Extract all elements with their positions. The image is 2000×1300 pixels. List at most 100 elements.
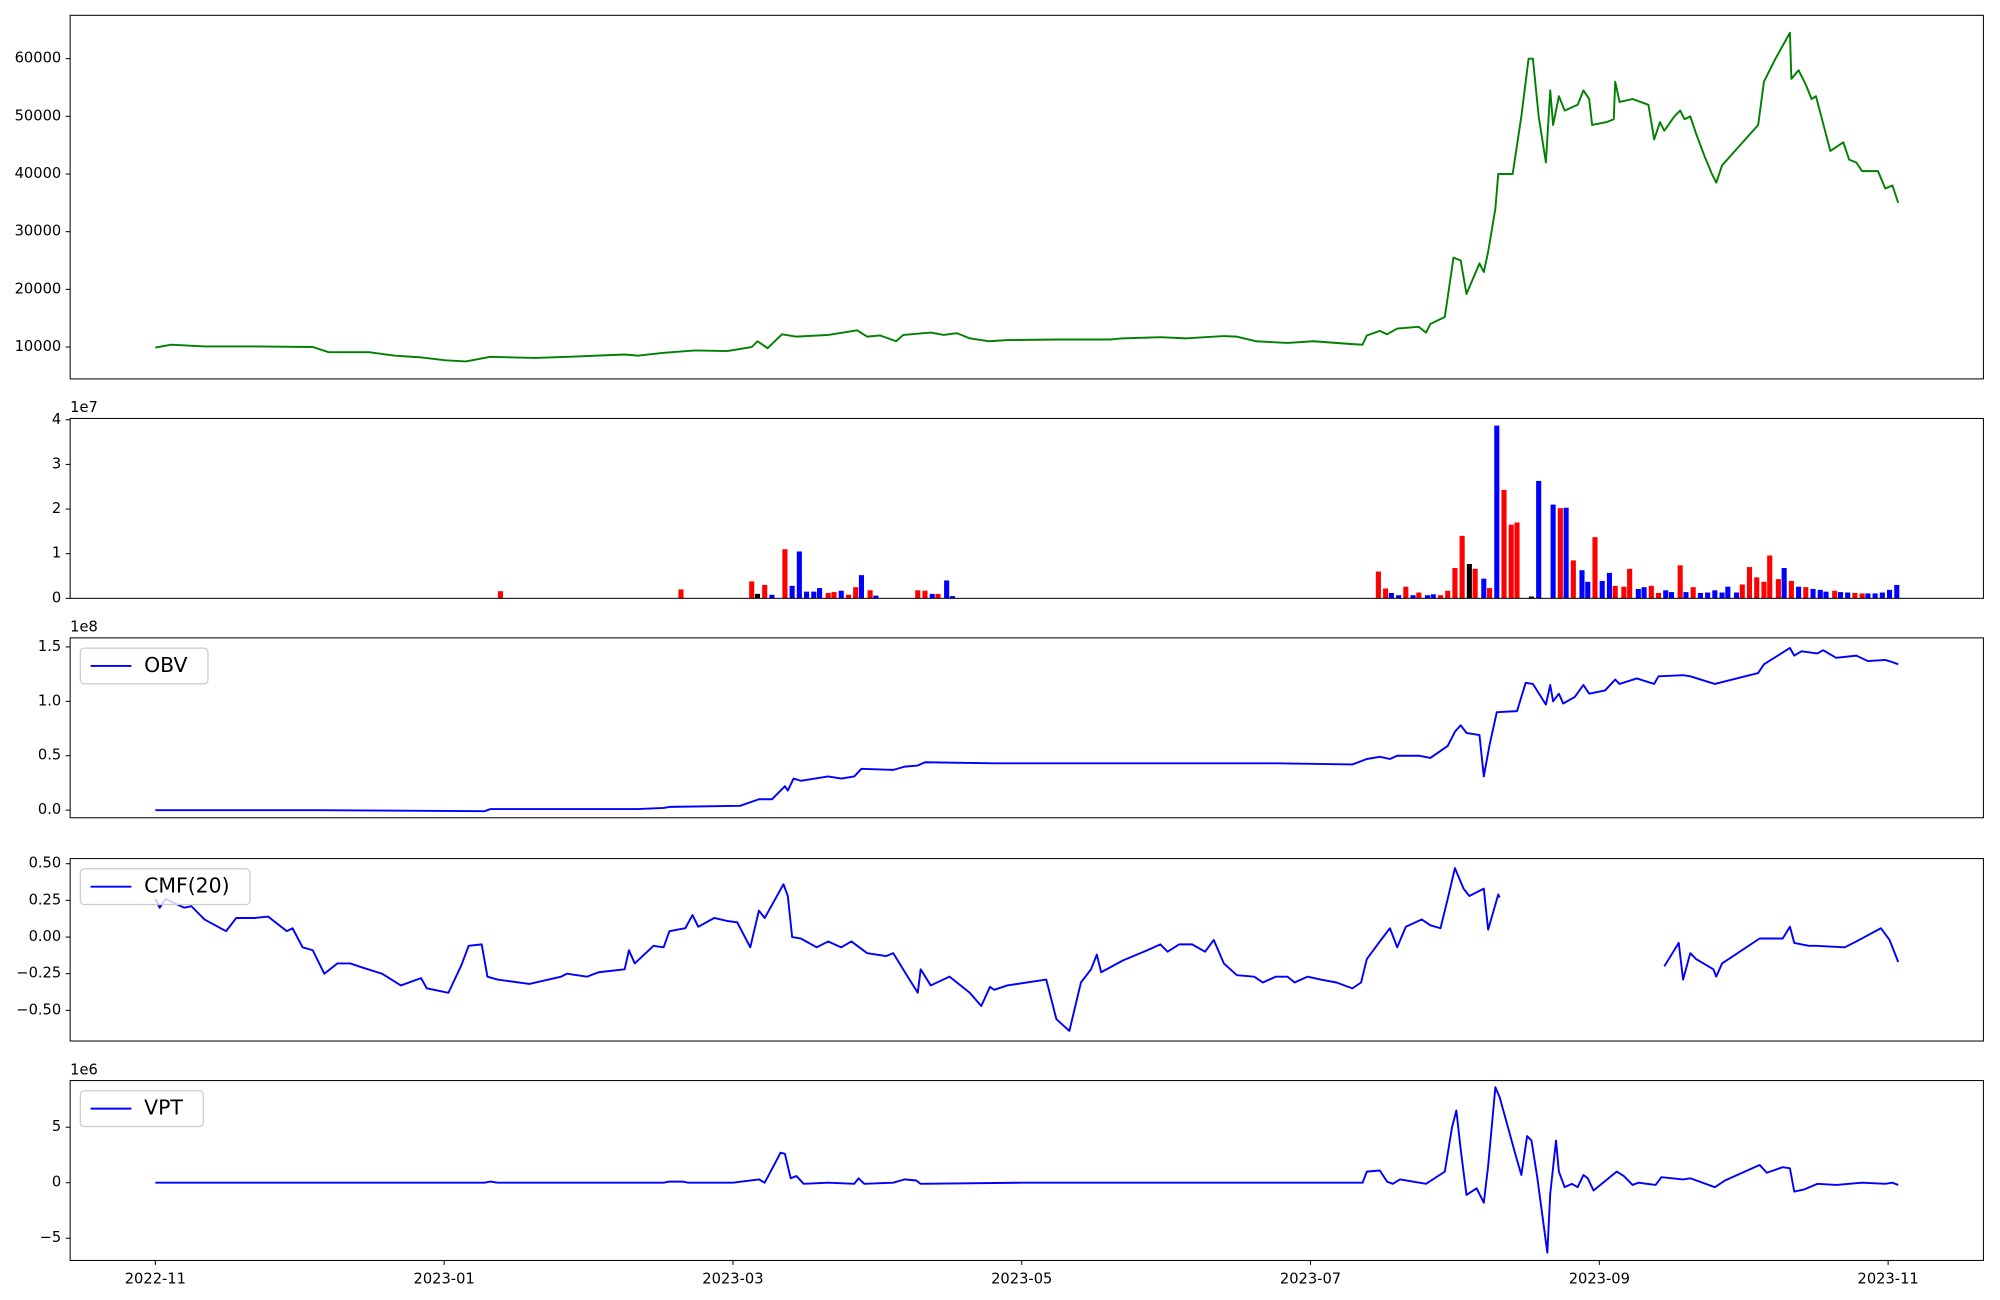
series-line (155, 647, 1899, 813)
axis-offset-label: 1e7 (70, 399, 98, 416)
axes-frame (69, 637, 1984, 819)
volume-bar (1668, 592, 1675, 599)
volume-bar (1865, 593, 1871, 599)
volume-bar (1832, 590, 1838, 599)
y-tick-label: 60000 (15, 50, 62, 67)
y-tick-label: 20000 (15, 280, 62, 297)
volume-bar (935, 593, 941, 599)
y-tick-label: 0 (52, 589, 61, 606)
volume-bar (1424, 595, 1431, 599)
volume-bar (1459, 535, 1465, 599)
y-tick-label: 10000 (15, 338, 62, 355)
volume-bar (817, 588, 823, 599)
volume-bar (1655, 592, 1662, 599)
volume-bar (867, 590, 873, 599)
y-tick-label: 2 (52, 500, 61, 517)
volume-bar (1627, 568, 1633, 599)
legend-label: OBV (144, 653, 187, 677)
volume-bar (1536, 480, 1542, 599)
volume-bar (1430, 594, 1436, 599)
volume-bar (1746, 567, 1753, 599)
y-tick-label: 3 (52, 455, 61, 472)
volume-bar (929, 593, 935, 599)
volume-bar (1837, 592, 1844, 599)
volume-bar (1823, 591, 1829, 599)
volume-bar (1550, 504, 1556, 599)
y-tick-label: 0.25 (29, 891, 62, 908)
volume-bar (1641, 587, 1647, 599)
volume-bar (796, 551, 802, 599)
volume-bar (1754, 577, 1760, 599)
volume-bar (1494, 425, 1500, 599)
y-tick-label: 0 (52, 1174, 61, 1191)
legend: VPT (79, 1090, 204, 1128)
volume-bar (1810, 588, 1816, 599)
volume-bar (1796, 586, 1802, 599)
volume-bar (1817, 589, 1823, 599)
x-tick-label: 2023-01 (414, 1271, 475, 1288)
volume-bar (1697, 592, 1703, 599)
legend: OBV (79, 647, 209, 685)
y-tick-label: 40000 (15, 165, 62, 182)
y-tick-label: 0.50 (29, 855, 62, 872)
y-tick-label: 1 (52, 545, 61, 562)
volume-bar (1445, 590, 1451, 599)
y-tick-label: −0.25 (16, 965, 61, 982)
y-tick-label: 30000 (15, 223, 62, 240)
volume-bar (1663, 590, 1669, 599)
axis-offset-label: 1e8 (70, 619, 98, 636)
x-tick-label: 2023-11 (1857, 1271, 1918, 1288)
volume-bar (1712, 590, 1718, 599)
volume-bar (1621, 586, 1627, 599)
panel: −0.50 −0.25 0.00 0.25 0.50 CMF(20) (16, 855, 1984, 1042)
volume-bar (1767, 555, 1773, 599)
panel: 0.0 0.5 1.0 1.5 1e8 OBV (38, 619, 1984, 819)
volume-bar (497, 591, 504, 599)
volume-bar (1859, 593, 1865, 599)
volume-bar (873, 595, 879, 599)
volume-bar (1403, 586, 1409, 599)
volume-bar (1677, 565, 1683, 599)
volume-bar (831, 592, 837, 599)
x-tick-label: 2023-09 (1569, 1271, 1630, 1288)
volume-bar (1410, 595, 1416, 599)
volume-bar (1501, 489, 1507, 599)
volume-bar (754, 593, 761, 599)
y-tick-label: −0.50 (16, 1001, 61, 1018)
volume-bar (1894, 584, 1900, 599)
volume-bar (1845, 592, 1851, 599)
volume-bar (1528, 596, 1535, 599)
volume-bar (1852, 592, 1858, 599)
volume-bar (1725, 586, 1731, 599)
volume-bar (1570, 560, 1576, 599)
volume-bar (749, 581, 755, 599)
volume-bar (804, 591, 810, 599)
volume-bar (1719, 592, 1725, 599)
y-tick-label: 0.5 (38, 747, 61, 764)
legend: CMF(20) (79, 868, 251, 906)
x-tick-label: 2023-03 (702, 1271, 763, 1288)
volume-bar (1416, 592, 1422, 599)
volume-bar (1879, 592, 1885, 599)
volume-bar (1739, 584, 1745, 599)
volume-bar (1690, 587, 1696, 599)
volume-bar (1761, 581, 1767, 599)
volume-bar (1705, 592, 1711, 599)
x-tick-label: 2022-11 (125, 1271, 186, 1288)
axes-frame (69, 858, 1984, 1042)
volume-bar (915, 590, 921, 599)
volume-bar (1375, 571, 1381, 599)
volume-bar (1452, 567, 1458, 599)
volume-bar (825, 592, 831, 599)
panel: −5 0 5 1e6 2022-11 2023-01 2023-03 2023-05 2023-… (40, 1061, 1984, 1288)
volume-bar (811, 591, 817, 599)
x-tick-label: 2023-07 (1280, 1271, 1341, 1288)
y-tick-label: 0.00 (29, 928, 62, 945)
volume-bar (1472, 568, 1478, 599)
volume-bar (944, 580, 950, 599)
series-line (154, 867, 1900, 1032)
legend-box (79, 868, 251, 906)
volume-bar (845, 594, 852, 599)
legend-box (79, 647, 209, 685)
